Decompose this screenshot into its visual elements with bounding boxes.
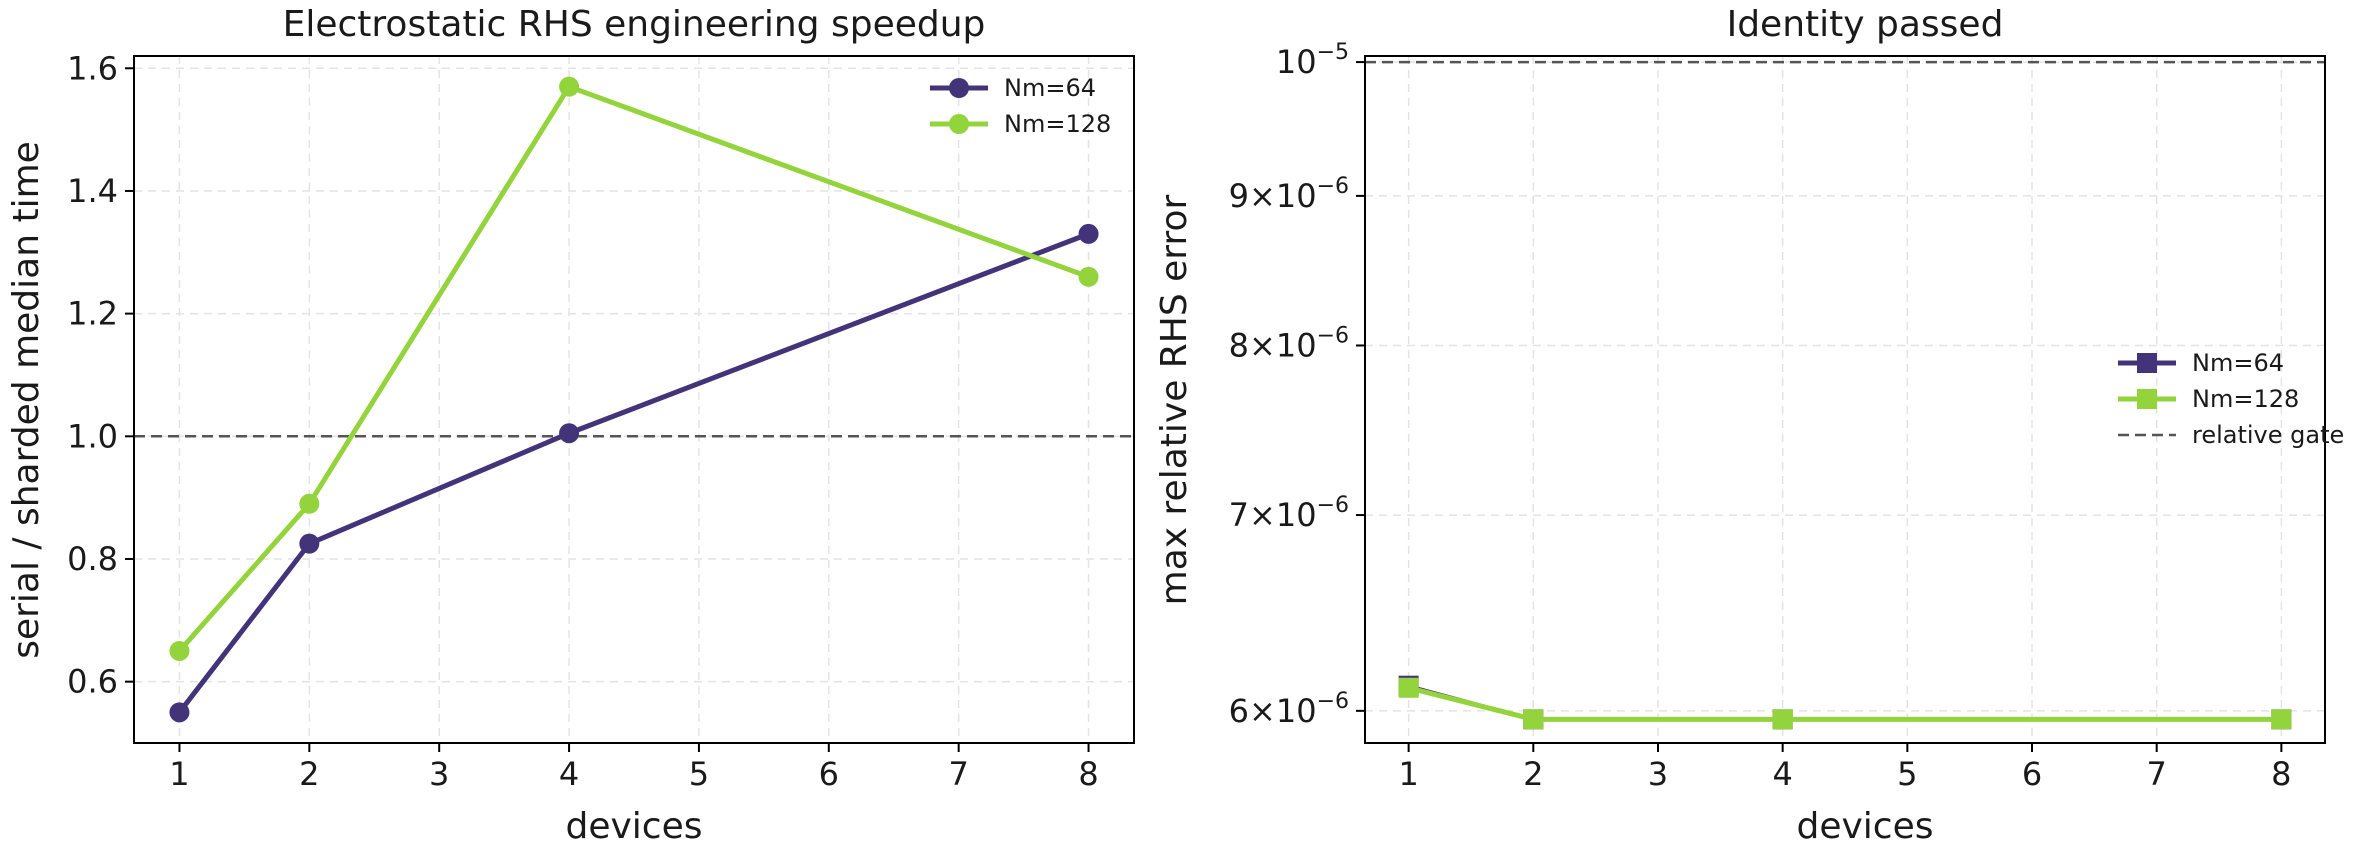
x-tick-label: 2 [299, 755, 319, 793]
legend-entry: relative gate [2118, 421, 2344, 449]
data-point [2271, 709, 2292, 730]
data-point [1772, 709, 1793, 730]
x-axis-label: devices [1796, 806, 1933, 847]
gridlines [134, 56, 1134, 743]
x-tick-label: 5 [1897, 755, 1917, 793]
y-tick-label: 6×10−6 [1229, 689, 1349, 730]
chart-title: Electrostatic RHS engineering speedup [283, 4, 986, 45]
series-layer [169, 76, 1099, 723]
legend-entry: Nm=128 [2118, 385, 2299, 413]
y-tick-label: 9×10−6 [1229, 174, 1349, 215]
x-ticks: 1 2 3 4 5 6 7 8 [169, 743, 1099, 793]
data-point [169, 702, 190, 723]
x-tick-label: 3 [1648, 755, 1668, 793]
legend-entry: Nm=128 [930, 110, 1111, 138]
x-axis-label: devices [565, 806, 702, 847]
series-line [1408, 685, 2282, 722]
legend-entry: Nm=64 [2118, 349, 2284, 377]
x-tick-label: 7 [2147, 755, 2167, 793]
legend-label: Nm=128 [1004, 110, 1111, 138]
x-tick-label: 8 [1078, 755, 1098, 793]
legend-entry: Nm=64 [930, 74, 1096, 102]
x-tick-label: 5 [689, 755, 709, 793]
series-layer [1398, 675, 2292, 730]
y-tick-label: 1.2 [67, 295, 118, 333]
data-point [1398, 677, 1419, 698]
y-ticks: 6×10−6 7×10−6 8×10−6 9×10−6 10−5 [1229, 40, 1365, 730]
x-tick-label: 1 [169, 755, 189, 793]
x-tick-label: 8 [2271, 755, 2291, 793]
data-point [169, 640, 190, 661]
x-tick-label: 7 [948, 755, 968, 793]
legend-marker [949, 78, 969, 98]
error-chart: Identity passed 1 2 3 4 5 6 7 8 6×10−6 7×10−6 8×1… [1154, 4, 2344, 847]
y-tick-label: 0.6 [67, 663, 118, 701]
legend-marker [2137, 389, 2157, 409]
data-point [299, 493, 320, 514]
chart-title: Identity passed [1727, 4, 2004, 45]
x-tick-label: 6 [2022, 755, 2042, 793]
x-tick-label: 3 [429, 755, 449, 793]
data-point [1078, 223, 1099, 244]
legend-marker [2137, 353, 2157, 373]
speedup-chart: Electrostatic RHS engineering speedup 1 2… [6, 4, 1135, 847]
y-ticks: 0.6 0.8 1.0 1.2 1.4 1.6 [67, 49, 134, 701]
x-tick-label: 4 [559, 755, 579, 793]
data-point [1523, 709, 1544, 730]
legend-label: Nm=128 [2192, 385, 2299, 413]
gridlines [1365, 56, 2325, 743]
y-axis-label: max relative RHS error [1154, 194, 1195, 605]
y-tick-label: 1.4 [67, 172, 118, 210]
x-tick-label: 2 [1523, 755, 1543, 793]
y-tick-label: 1.6 [67, 49, 118, 87]
legend-label: Nm=64 [1004, 74, 1096, 102]
data-point [299, 533, 320, 554]
data-point [1078, 266, 1099, 287]
plot-frame [133, 55, 1135, 744]
plot-frame [1364, 55, 2326, 744]
legend-label: Nm=64 [2192, 349, 2284, 377]
legend: Nm=64 Nm=128 [930, 74, 1111, 138]
y-tick-label: 1.0 [67, 417, 118, 455]
series-line [177, 231, 1090, 714]
x-ticks: 1 2 3 4 5 6 7 8 [1398, 743, 2292, 793]
legend-label: relative gate [2192, 421, 2344, 449]
y-tick-label: 7×10−6 [1229, 493, 1349, 534]
x-tick-label: 1 [1398, 755, 1418, 793]
x-tick-label: 4 [1772, 755, 1792, 793]
y-tick-label: 0.8 [67, 540, 118, 578]
y-tick-label: 10−5 [1276, 40, 1349, 81]
series-line [177, 84, 1090, 653]
y-tick-label: 8×10−6 [1229, 323, 1349, 364]
data-point [559, 76, 580, 97]
legend-marker [949, 114, 969, 134]
y-axis-label: serial / sharded median time [6, 141, 47, 659]
x-tick-label: 6 [819, 755, 839, 793]
data-point [559, 423, 580, 444]
legend: Nm=64 Nm=128 relative gate [2118, 349, 2344, 449]
